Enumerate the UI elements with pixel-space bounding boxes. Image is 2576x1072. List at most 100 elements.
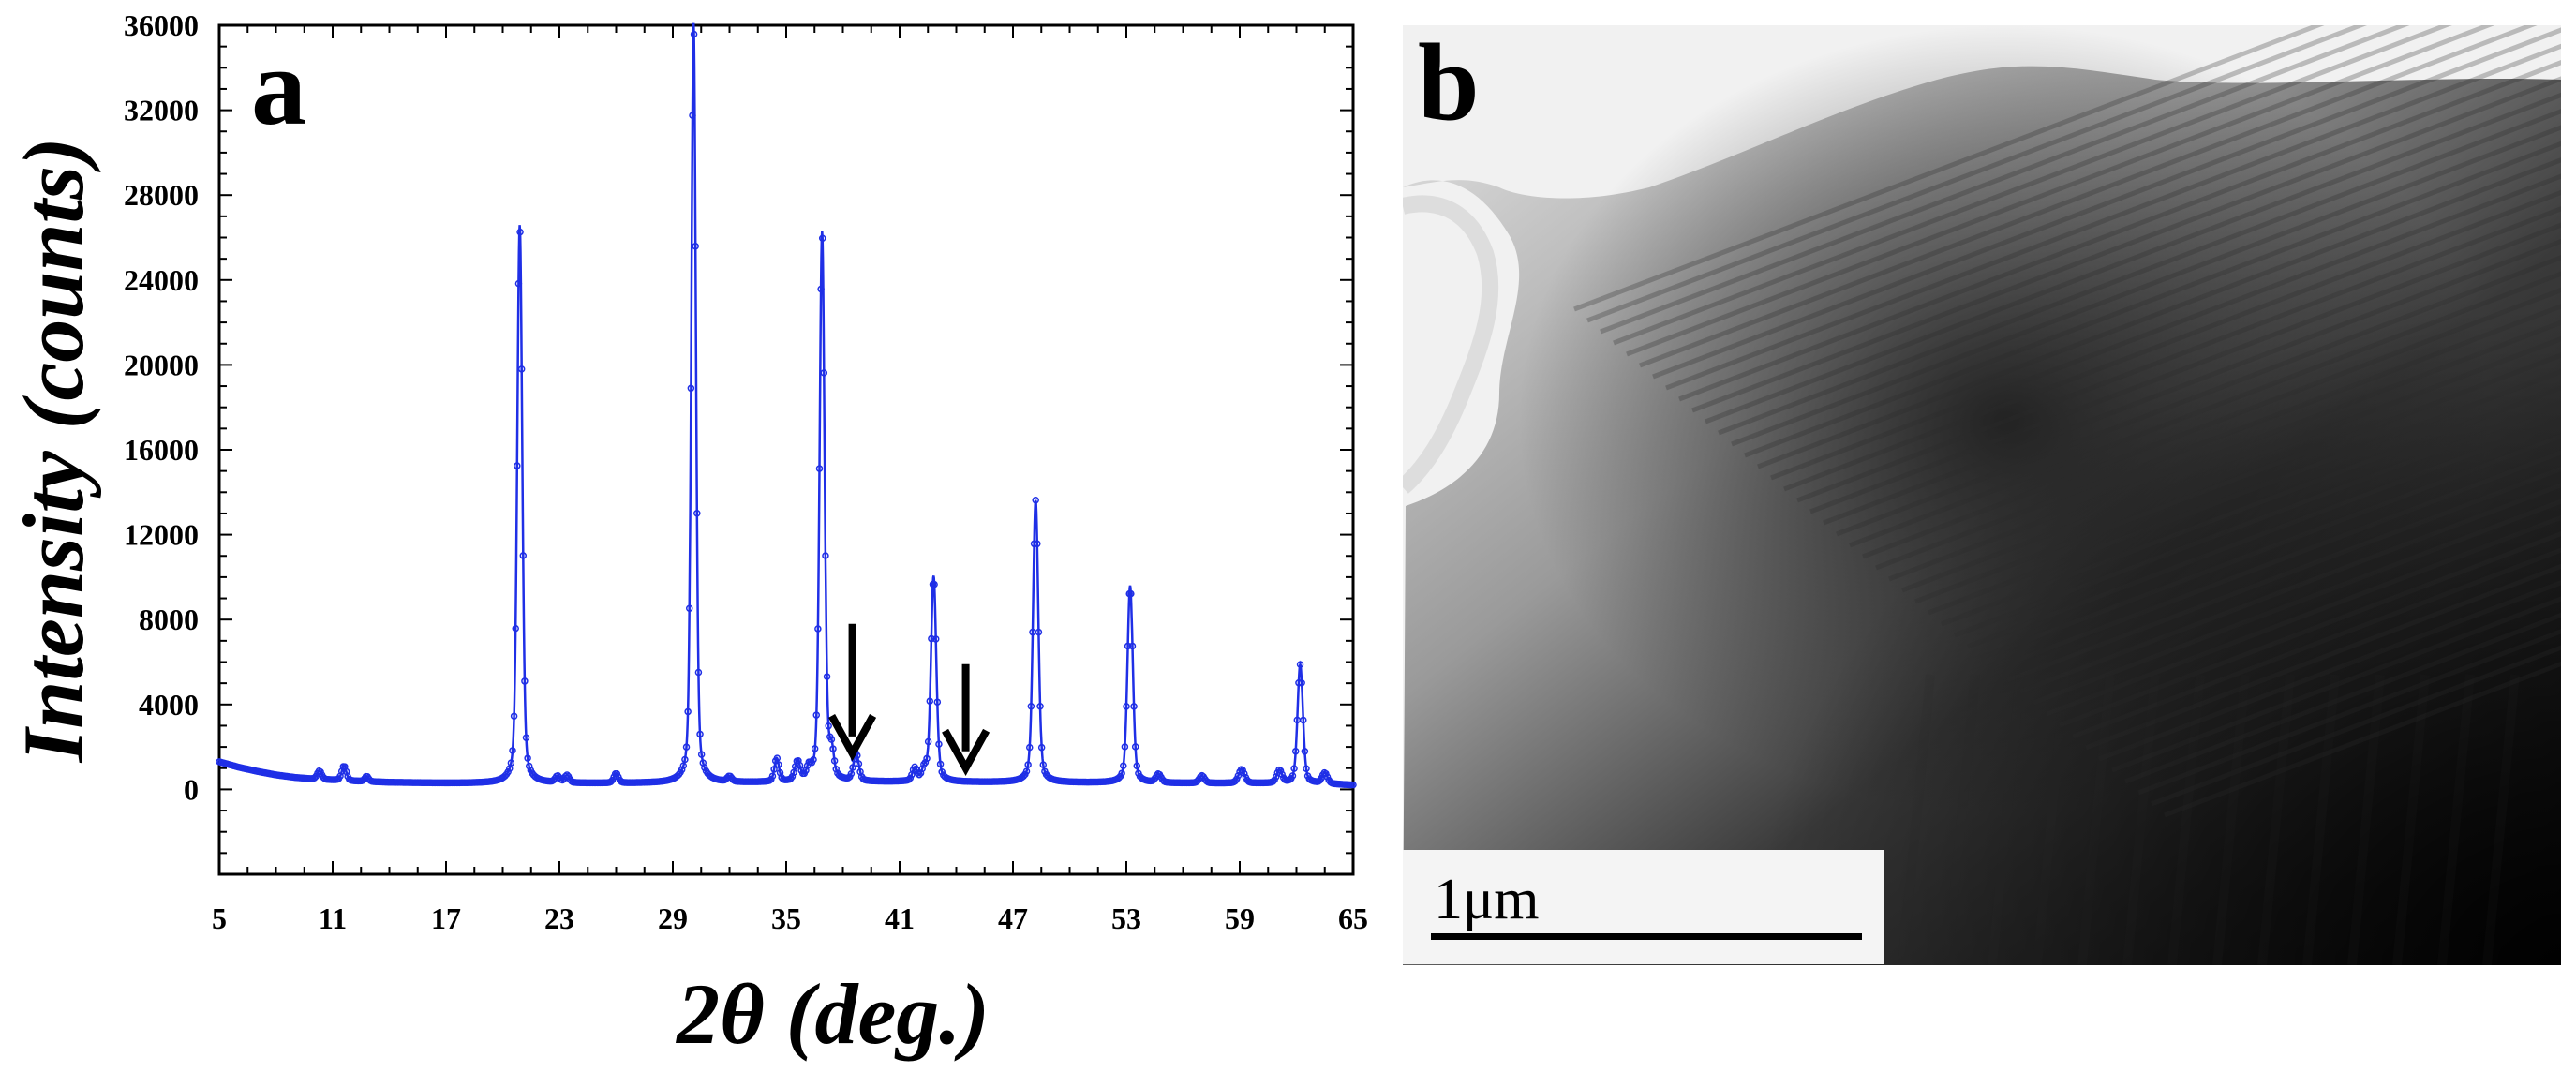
- panel-b-label: b: [1418, 21, 1480, 143]
- stripe: [1875, 304, 2561, 571]
- data-point: [504, 767, 512, 776]
- y-tick-label: 12000: [124, 518, 199, 552]
- data-point: [1241, 769, 1248, 778]
- stripe: [2033, 499, 2561, 706]
- data-point: [928, 634, 935, 643]
- data-point: [694, 668, 703, 677]
- data-point: [525, 762, 533, 770]
- data-point: [931, 635, 940, 643]
- data-point: [1290, 765, 1298, 772]
- arrow-head: [942, 728, 990, 777]
- stripe: [1744, 141, 2561, 458]
- data-point: [685, 604, 693, 612]
- data-point: [849, 764, 856, 771]
- data-point: [1039, 761, 1048, 768]
- panel-a-label: a: [251, 25, 306, 148]
- y-tick-label: 24000: [124, 263, 199, 297]
- data-point: [682, 743, 691, 751]
- data-point: [1288, 772, 1297, 780]
- data-point: [935, 740, 943, 748]
- data-point: [1233, 775, 1241, 783]
- y-tick-label: 16000: [124, 433, 199, 467]
- data-point: [823, 673, 831, 680]
- x-tick-label: 47: [998, 901, 1028, 935]
- data-point: [1121, 743, 1129, 751]
- data-point: [788, 772, 797, 781]
- data-point: [825, 722, 832, 730]
- y-tick-label: 28000: [124, 178, 199, 212]
- data-point: [1322, 769, 1330, 778]
- stripe: [2151, 645, 2561, 807]
- data-point: [514, 462, 521, 469]
- stripe: [2046, 514, 2561, 717]
- arrow-annotation: [828, 623, 877, 762]
- y-axis-title: Intensity (counts): [6, 137, 101, 763]
- data-point: [918, 765, 926, 773]
- data-point: [847, 769, 856, 778]
- data-point: [815, 465, 824, 472]
- data-point: [1128, 642, 1137, 650]
- stripe: [1626, 25, 2495, 357]
- vertical-band: [2347, 674, 2385, 965]
- data-point: [1298, 678, 1305, 687]
- data-point: [516, 228, 524, 236]
- xrd-series-line: [218, 22, 1353, 786]
- data-point: [1349, 781, 1357, 789]
- data-point: [923, 754, 931, 763]
- data-point: [684, 707, 692, 716]
- data-point: [1036, 703, 1044, 710]
- data-point: [814, 625, 822, 633]
- arrow-annotations: [828, 623, 990, 777]
- data-point: [818, 234, 826, 242]
- data-point: [1120, 762, 1127, 770]
- data-point: [832, 765, 840, 773]
- panel-b-micrograph: b 1μm: [1403, 21, 2561, 965]
- data-point: [1272, 773, 1280, 781]
- data-point: [916, 769, 925, 777]
- stripe: [1849, 271, 2561, 548]
- data-point: [855, 760, 863, 767]
- x-tick-label: 65: [1338, 901, 1368, 935]
- data-point: [1030, 540, 1038, 548]
- data-point: [1301, 748, 1309, 755]
- stripe: [2111, 596, 2561, 773]
- data-point: [926, 697, 934, 705]
- data-point: [1037, 743, 1046, 752]
- data-point: [1127, 589, 1135, 598]
- data-point: [936, 760, 945, 768]
- data-point: [679, 762, 688, 769]
- x-tick-label: 5: [212, 901, 227, 935]
- data-point: [1124, 642, 1132, 650]
- data-point: [697, 751, 706, 758]
- data-point: [810, 755, 817, 764]
- stripe: [1928, 368, 2561, 616]
- x-tick-label: 17: [431, 901, 461, 935]
- data-point: [507, 759, 515, 767]
- vertical-band: [1898, 674, 1935, 965]
- data-point: [1296, 661, 1304, 668]
- data-point: [790, 768, 797, 777]
- stripe: [2137, 629, 2561, 796]
- stripe: [1941, 384, 2561, 627]
- vertical-band: [2257, 674, 2295, 965]
- data-point: [681, 755, 689, 764]
- data-point: [830, 757, 839, 765]
- x-axis-title: 2θ (deg.): [675, 966, 990, 1062]
- stripe: [1573, 25, 2325, 312]
- y-tick-label: 8000: [139, 603, 199, 636]
- stripe: [2072, 547, 2561, 739]
- data-point: [931, 580, 938, 588]
- vertical-band: [2167, 674, 2205, 965]
- x-tick-label: 41: [885, 901, 915, 935]
- stripe: [1639, 25, 2538, 368]
- arrow-annotation: [942, 663, 990, 777]
- stripe: [2006, 466, 2561, 683]
- data-point: [829, 745, 837, 752]
- vertical-band: [1943, 674, 1980, 965]
- vertical-band: [2392, 674, 2430, 965]
- y-tick-label: 32000: [124, 94, 199, 127]
- data-point: [690, 30, 698, 38]
- vertical-band: [2482, 674, 2520, 965]
- stripe: [1652, 27, 2561, 380]
- data-point: [512, 624, 519, 633]
